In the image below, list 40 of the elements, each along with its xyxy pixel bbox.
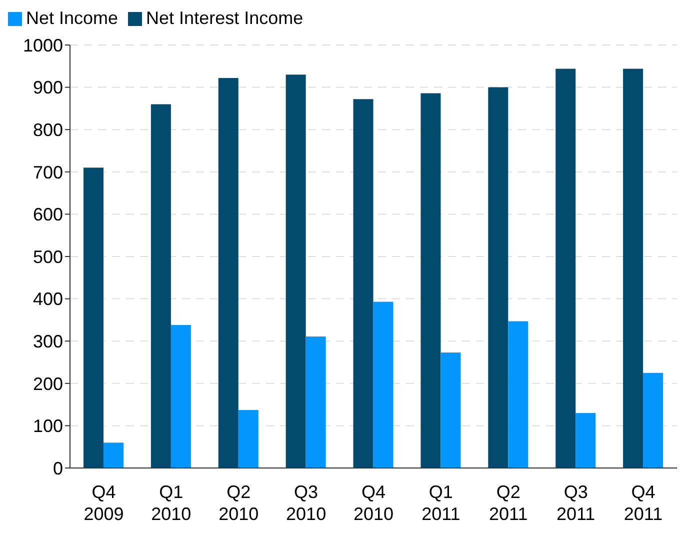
bar xyxy=(420,93,441,468)
bar xyxy=(306,336,326,468)
y-tick-label: 1000 xyxy=(22,35,63,56)
y-tick-label: 600 xyxy=(32,204,63,225)
x-tick-label: Q1 2011 xyxy=(422,482,460,524)
bar xyxy=(83,168,104,468)
y-tick-label: 500 xyxy=(32,246,63,267)
x-tick-label: Q2 2010 xyxy=(218,482,259,524)
y-tick-label: 100 xyxy=(32,416,63,436)
y-tick-label: 400 xyxy=(32,289,63,310)
y-tick-label: 200 xyxy=(32,374,63,394)
bar xyxy=(576,413,596,468)
x-tick-label: Q4 2011 xyxy=(624,482,663,524)
bar xyxy=(150,104,171,468)
x-tick-label: Q2 2011 xyxy=(489,482,528,524)
x-tick-label: Q3 2010 xyxy=(286,482,326,524)
bar xyxy=(238,410,258,468)
bar xyxy=(623,68,644,468)
y-tick-label: 700 xyxy=(32,162,63,182)
bar xyxy=(286,74,306,468)
x-tick-label: Q3 2011 xyxy=(556,482,596,524)
bar xyxy=(170,325,191,468)
bar xyxy=(373,302,394,468)
y-tick-label: 900 xyxy=(32,78,63,98)
bar xyxy=(488,87,508,468)
bar xyxy=(218,78,238,468)
bar xyxy=(440,352,461,468)
legend-label: Net Income xyxy=(26,8,118,28)
x-tick-label: Q4 2010 xyxy=(353,482,394,524)
x-tick-label: Q1 2010 xyxy=(151,482,192,524)
y-tick-label: 300 xyxy=(32,331,63,352)
bar xyxy=(353,99,374,468)
bar xyxy=(643,372,664,468)
y-tick-label: 800 xyxy=(32,120,63,140)
bar xyxy=(556,68,576,468)
bar xyxy=(103,442,124,468)
bar xyxy=(508,321,528,468)
x-tick-label: Q4 2009 xyxy=(84,482,124,524)
legend-label: Net Interest Income xyxy=(146,8,304,28)
y-tick-label: 0 xyxy=(52,458,63,478)
